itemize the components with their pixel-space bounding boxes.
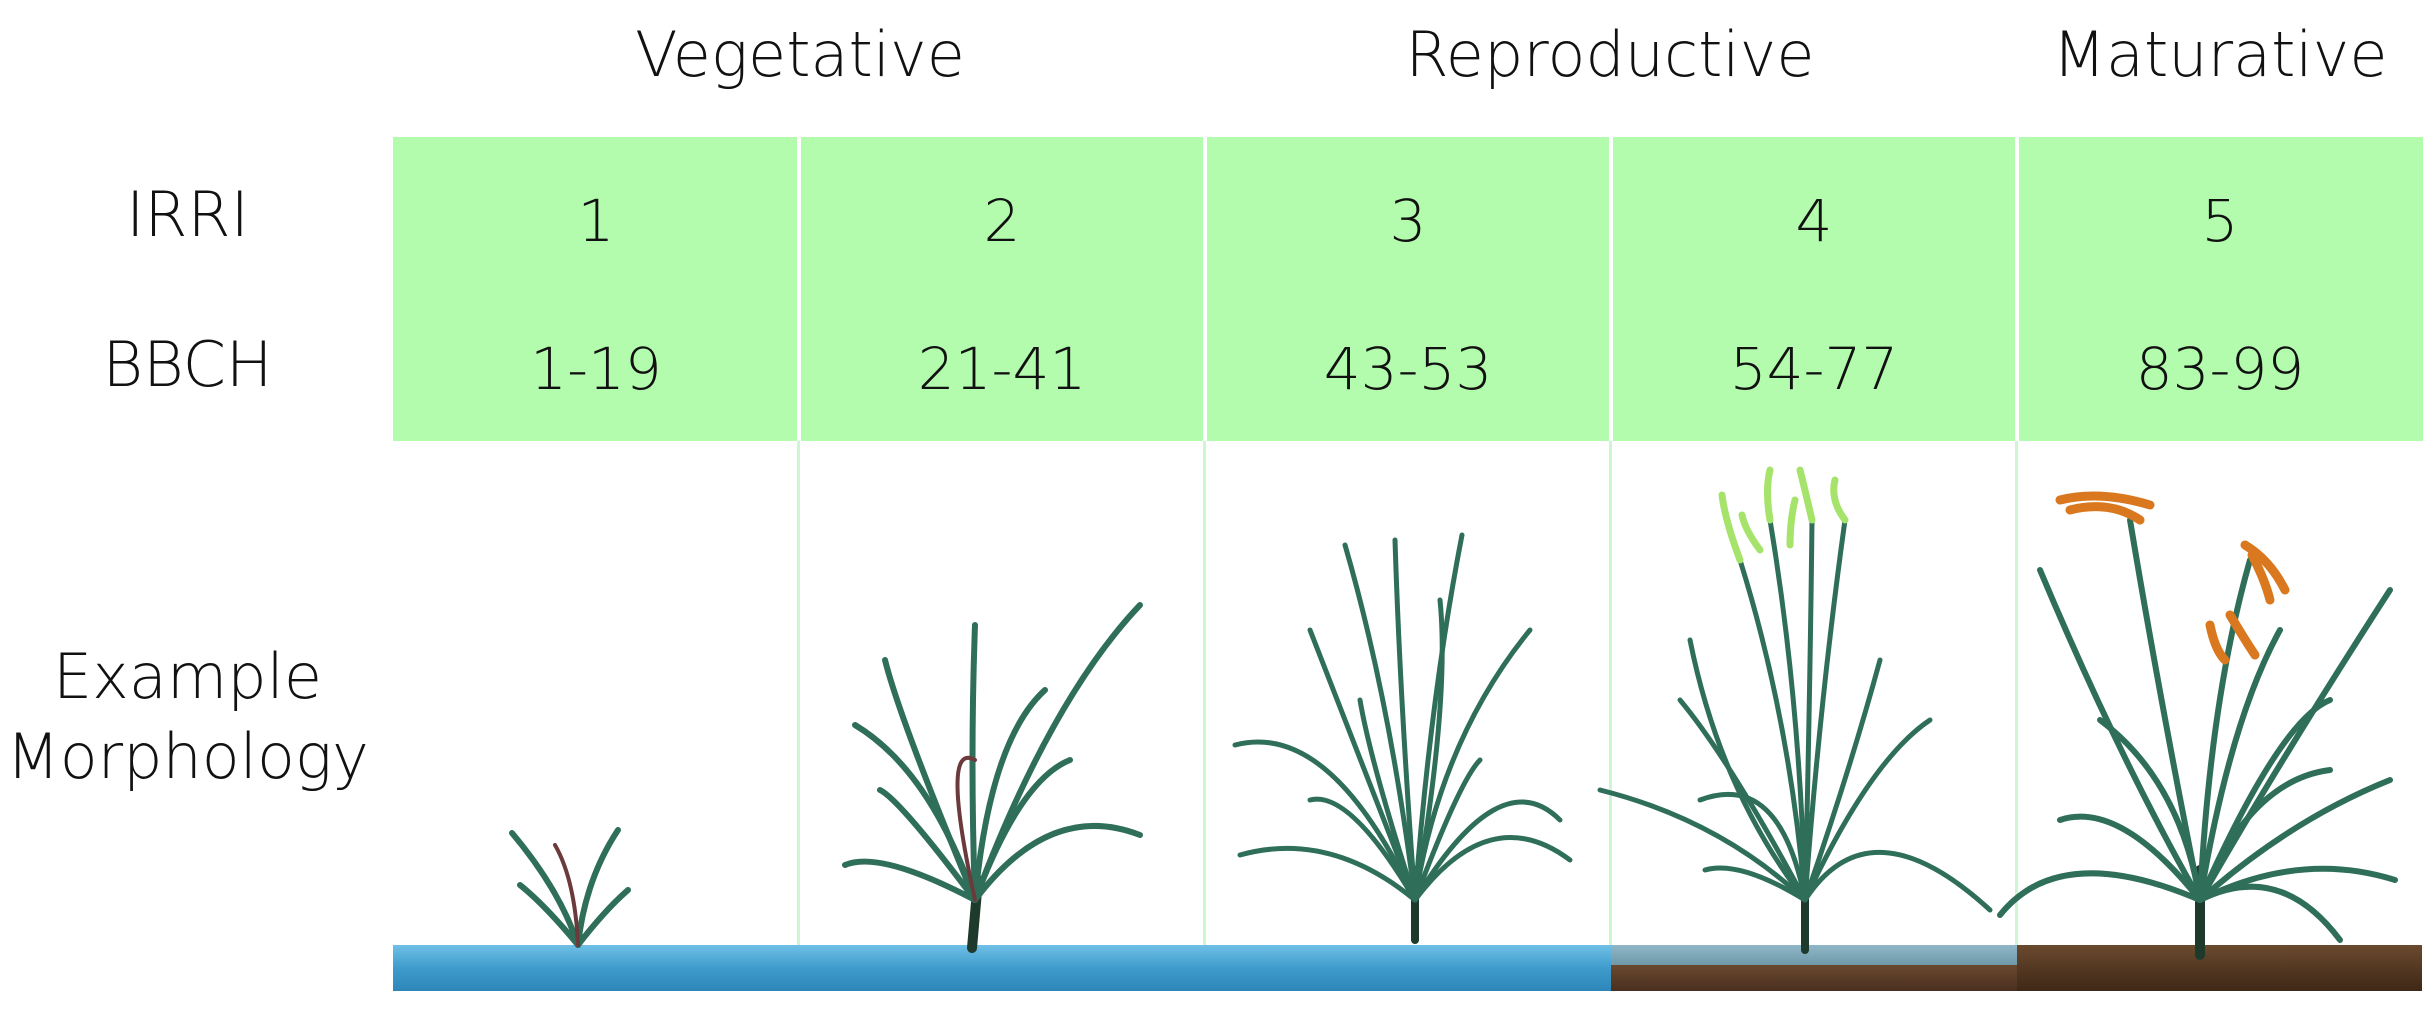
column-divider	[1609, 441, 1612, 961]
irri-stage-value: 4	[1795, 187, 1833, 255]
column-divider	[2015, 441, 2018, 961]
column-divider	[797, 441, 800, 961]
green-panicle-icon	[1718, 466, 1849, 564]
column-divider	[1203, 137, 1207, 441]
irri-stage-value: 2	[983, 187, 1021, 255]
bbch-range-value: 43-53	[1323, 335, 1493, 403]
irri-stage-value: 1	[577, 187, 615, 255]
row-label-morphology-1: Example	[53, 640, 322, 713]
phase-reproductive: Reproductive	[1405, 18, 1815, 91]
water-strip	[1611, 945, 2017, 965]
soil-strip	[1611, 965, 2017, 991]
soil-strip	[2017, 945, 2422, 991]
stage-column-2: 2 21-41	[799, 137, 1205, 441]
flowering-plant-icon	[1597, 517, 1993, 954]
irri-stage-value: 3	[1389, 187, 1427, 255]
row-label-morphology-2: Morphology	[6, 720, 369, 793]
stage-column-5: 5 83-99	[2017, 137, 2423, 441]
tillering-plant-icon	[842, 602, 1143, 953]
ripening-plant-icon	[1997, 517, 2398, 960]
ripe-panicle-icon	[2055, 491, 2290, 665]
bbch-range-value: 21-41	[917, 335, 1087, 403]
column-divider	[1203, 441, 1206, 961]
stage-table-band	[393, 137, 2423, 441]
column-divider	[797, 137, 801, 441]
booting-plant-icon	[1232, 532, 1573, 944]
phase-vegetative: Vegetative	[635, 18, 965, 91]
bbch-range-value: 83-99	[2135, 335, 2305, 403]
bbch-range-value: 54-77	[1729, 335, 1899, 403]
column-divider	[2015, 137, 2019, 441]
seedling-plant-icon	[509, 827, 631, 948]
stage-column-3: 3 43-53	[1205, 137, 1611, 441]
bbch-range-value: 1-19	[530, 335, 662, 403]
phase-maturative: Maturative	[2052, 18, 2388, 91]
row-label-irri: IRRI	[126, 178, 249, 251]
row-label-bbch: BBCH	[102, 328, 273, 401]
column-divider	[1609, 137, 1613, 441]
water-strip	[393, 945, 1611, 991]
irri-stage-value: 5	[2201, 187, 2239, 255]
stage-column-1: 1 1-19	[393, 137, 799, 441]
stage-column-4: 4 54-77	[1611, 137, 2017, 441]
